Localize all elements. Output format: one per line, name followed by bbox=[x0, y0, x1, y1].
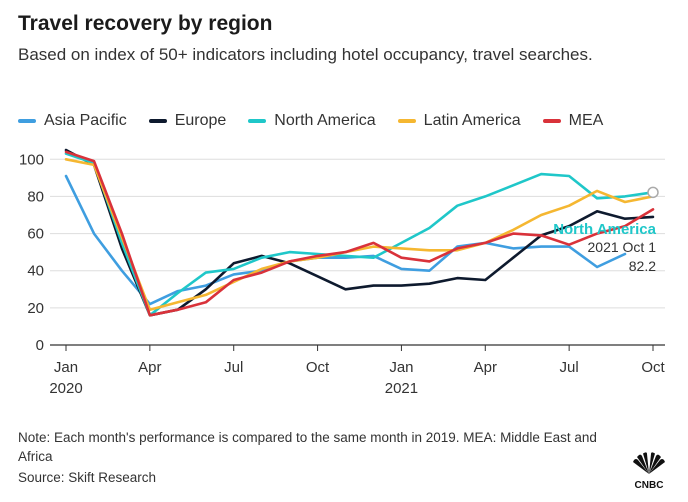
x-tick-year-label: 2021 bbox=[385, 380, 418, 397]
x-tick-label: Oct bbox=[306, 359, 330, 376]
x-tick-label: Jan bbox=[54, 359, 78, 376]
cnbc-logo: CNBC bbox=[633, 452, 665, 491]
series-line-mea bbox=[64, 150, 655, 317]
series-line-north-america bbox=[64, 152, 655, 317]
series-lines bbox=[64, 148, 655, 317]
x-tick-label: Apr bbox=[474, 359, 497, 376]
legend-item-north-america: North America bbox=[248, 112, 376, 130]
footnote: Note: Each month's performance is compar… bbox=[18, 430, 597, 464]
series-line-latin-america bbox=[64, 158, 655, 311]
chart-subtitle: Based on index of 50+ indicators includi… bbox=[18, 45, 593, 64]
x-tick-label: Jan bbox=[389, 359, 413, 376]
legend-swatch bbox=[397, 119, 416, 123]
legend-item-asia-pacific: Asia Pacific bbox=[18, 112, 127, 130]
annotation-value: 82.2 bbox=[629, 258, 656, 274]
series-line-asia-pacific bbox=[64, 174, 627, 306]
annotation-date: 2021 Oct 1 bbox=[588, 239, 657, 255]
legend-swatch bbox=[542, 119, 561, 123]
x-tick-label: Jul bbox=[224, 359, 243, 376]
legend-label: MEA bbox=[568, 112, 604, 129]
y-tick-label: 80 bbox=[27, 188, 44, 205]
legend-swatch bbox=[148, 119, 167, 123]
annotation-marker bbox=[647, 186, 659, 199]
y-tick-label: 100 bbox=[19, 151, 44, 168]
x-tick-label: Oct bbox=[641, 359, 665, 376]
legend-swatch bbox=[248, 119, 267, 123]
legend-swatch bbox=[18, 119, 36, 123]
annotation: North America 2021 Oct 1 82.2 bbox=[553, 186, 659, 274]
legend-item-mea: MEA bbox=[542, 112, 604, 130]
source-text: Source: Skift Research bbox=[18, 470, 157, 485]
legend-label: Asia Pacific bbox=[44, 112, 127, 129]
legend-item-europe: Europe bbox=[148, 112, 227, 130]
svg-text:CNBC: CNBC bbox=[635, 480, 664, 491]
x-axis: Jan 2020 Apr Jul Oct Jan 2021 Apr Jul Oct bbox=[49, 345, 665, 397]
grid bbox=[50, 158, 665, 346]
chart-title: Travel recovery by region bbox=[18, 12, 273, 35]
legend-label: North America bbox=[274, 112, 376, 129]
y-tick-label: 0 bbox=[36, 337, 44, 354]
x-tick-label: Jul bbox=[560, 359, 579, 376]
annotation-series-label: North America bbox=[553, 221, 656, 238]
legend-item-latin-america: Latin America bbox=[397, 112, 521, 130]
legend-label: Europe bbox=[174, 112, 227, 129]
y-tick-label: 60 bbox=[27, 226, 44, 243]
x-tick-label: Apr bbox=[138, 359, 161, 376]
y-tick-label: 40 bbox=[27, 263, 44, 280]
x-tick-year-label: 2020 bbox=[49, 380, 82, 397]
y-tick-label: 20 bbox=[27, 300, 44, 317]
legend-label: Latin America bbox=[423, 112, 521, 129]
legend: Asia Pacific Europe North America Latin Ame… bbox=[18, 112, 625, 130]
y-axis: 0 20 40 60 80 100 bbox=[19, 151, 44, 354]
